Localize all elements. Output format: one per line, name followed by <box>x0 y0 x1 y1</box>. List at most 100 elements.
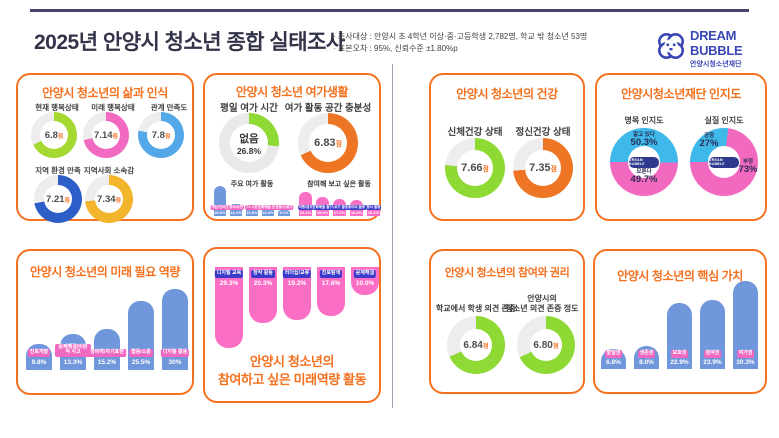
bar: 디지털 활용 30% <box>160 289 190 370</box>
bar-percent: 23.9% <box>703 359 722 366</box>
bar-label-chip: 참여권 <box>703 350 722 358</box>
bar-percent: 30.3% <box>736 359 755 366</box>
donut-label: 현재 행복상태 <box>35 103 79 112</box>
bar-percent: 17.2% <box>333 210 346 215</box>
slice-label: 긍정 <box>703 133 715 139</box>
donut-label: 평일 여가 시간 <box>220 103 278 114</box>
donut-value: 7.34 <box>97 193 116 205</box>
bar-label-chip: 리더십/교류 <box>282 270 312 278</box>
bar-label-chip: 운동/스포츠 <box>274 204 294 210</box>
donut-unit: 점 <box>550 166 557 173</box>
dream-bubble-logo: DREAM BUBBLE 안양시청소년재단 <box>656 28 779 69</box>
donut-value: 6.80 <box>533 339 553 351</box>
donut-nominal-awareness: DREAM BUBBLE <box>610 128 678 196</box>
donut-value: 7.8 <box>151 129 165 141</box>
bar-percent: 17.6% <box>321 280 341 287</box>
bar-label-chip: 디지털 활용 <box>160 349 190 357</box>
bar-percent: 9.8% <box>31 359 47 366</box>
bar: 운동/스포츠 8.1% <box>274 204 294 216</box>
logo-name: DREAM BUBBLE <box>690 28 743 58</box>
bar: 생존권 8.0% <box>634 346 659 369</box>
donut-label: 학교에서 학생 의견 존중 <box>435 304 517 313</box>
bar: 게임/인터넷 40.6% <box>210 186 230 216</box>
donut-value: 6.84 <box>463 339 483 351</box>
donut-school-opinion: 6.84점 <box>447 316 505 374</box>
bar-percent: 6.8% <box>606 359 621 366</box>
dream-bubble-badge: DREAM BUBBLE <box>628 155 660 169</box>
donut-label: 여가 활동 공간 충분성 <box>284 103 372 114</box>
panel-title: 안양시 청소년의 건강 <box>456 87 558 101</box>
bar-label-chip: 협동/소통 <box>129 349 153 357</box>
donut-label: 지역사회 소속감 <box>83 166 135 175</box>
bar: 문제해결 10.0% <box>351 267 379 295</box>
donut-value: 6.83 <box>314 137 336 149</box>
donut-center-sub: 26.8% <box>236 145 262 156</box>
bar-percent: 20.3% <box>253 280 273 287</box>
slice-label-group: 알고 있다 50.3% <box>610 132 678 149</box>
donut-label: 청소년 의견 존중 정도 <box>505 304 579 313</box>
donut-value: 7.14 <box>94 129 113 141</box>
panel-core-values: 안양시 청소년의 핵심 가치 발달권 6.8% 생존권 8.0% 보호권 22.… <box>593 249 767 394</box>
bar: 여행/캠프 24.1% <box>297 192 314 216</box>
bar-label-chip: 문제해결 <box>353 270 377 278</box>
donut-relationship-satisfaction: 7.8점 <box>138 112 184 158</box>
donut-unit: 점 <box>64 197 70 204</box>
slice-percent: 27% <box>699 138 719 150</box>
bar: 동아리 활동 16.0% <box>346 200 367 216</box>
center-divider <box>392 64 393 408</box>
logo-text: DREAM BUBBLE 안양시청소년재단 <box>690 28 779 69</box>
bar-percent: 16.2% <box>230 210 242 215</box>
bar: 휴식/수면 16.2% <box>228 204 244 216</box>
bar: 문제해결/비판적 사고 13.3% <box>55 334 91 370</box>
slice-label-group: 부정 73% <box>732 159 764 176</box>
panel-life-perception: 안양시 청소년의 삶과 인식 현재 행복상태 미래 행복상태 관계 만족도 6.… <box>16 73 194 223</box>
donut-value: 7.66 <box>461 162 483 174</box>
bar-percent: 10.8% <box>246 210 258 215</box>
bar-label-chip: 창작 활동 <box>251 270 275 278</box>
slice-percent: 73% <box>738 164 758 176</box>
bar-label-chip: 보호권 <box>670 350 689 358</box>
bar: 스포츠 활동 17.2% <box>329 199 350 216</box>
bar: 진로개발 9.8% <box>26 344 52 370</box>
panel-title: 안양시 청소년의 미래 필요 역량 <box>29 265 181 279</box>
bar: 창작 활동 20.3% <box>249 267 277 323</box>
panel-title: 안양시 청소년의 참여와 권리 <box>444 267 570 279</box>
bar-percent: 22.9% <box>670 359 689 366</box>
donut-unit: 점 <box>482 342 489 350</box>
bar: 디지털 교육 29.3% <box>214 267 244 348</box>
survey-info: · 조사대상 : 안양시 초 4학년 이상·중·고등학생 2,782명, 학교 … <box>333 31 587 55</box>
bar-percent: 30% <box>168 359 182 366</box>
bar-percent: 10.1% <box>367 210 380 215</box>
donut-mental-health: 7.35점 <box>513 138 573 198</box>
slice-label: 모른다 <box>636 169 652 175</box>
donut-unit: 점 <box>164 133 171 140</box>
bar-label-chip: 진로탐색 <box>319 270 343 278</box>
panel-title-line1: 안양시 청소년의 <box>249 354 335 369</box>
slice-label-group: 모른다 49.7% <box>610 169 678 186</box>
donut-actual-awareness: DREAM BUBBLE <box>690 128 758 196</box>
bar-label-chip: 게임/인터넷 <box>210 204 230 210</box>
bar-percent: 10.0% <box>355 280 375 287</box>
bar-percent: 8.0% <box>639 359 654 366</box>
clover-bubble-icon <box>656 31 686 66</box>
bar: 발달권 6.8% <box>601 349 626 369</box>
bar-percent: 40.6% <box>214 210 226 215</box>
bar-percent: 8.1% <box>279 210 289 215</box>
donut-value: 6.8 <box>44 129 58 141</box>
donut-label: 안양시의 <box>527 294 557 303</box>
bar-label-chip: 여행/캠프 <box>297 204 314 210</box>
bar-percent: 24.1% <box>299 210 312 215</box>
panel-health: 안양시 청소년의 건강 신체건강 상태 정신건강 상태 7.66점 7.35점 <box>429 73 585 221</box>
slice-percent: 49.7% <box>630 174 658 186</box>
donut-value: 7.21 <box>46 193 65 205</box>
donut-label: 관계 만족도 <box>150 103 188 112</box>
bar: 보호권 22.9% <box>667 303 692 369</box>
bar: 여가권 30.3% <box>733 281 758 369</box>
panel-title-line2: 참여하고 싶은 미래역량 활동 <box>217 372 367 387</box>
donut-unit: 점 <box>112 133 118 140</box>
bar: TV 시청 10.8% <box>245 204 259 216</box>
bar-label-chip: 문화예술 관람 <box>256 204 280 210</box>
bar-label-chip: 동아리 활동 <box>346 204 367 210</box>
mini-chart-caption: 주요 여가 활동 <box>230 181 274 188</box>
bar: 봉사 활동 10.1% <box>365 204 382 216</box>
